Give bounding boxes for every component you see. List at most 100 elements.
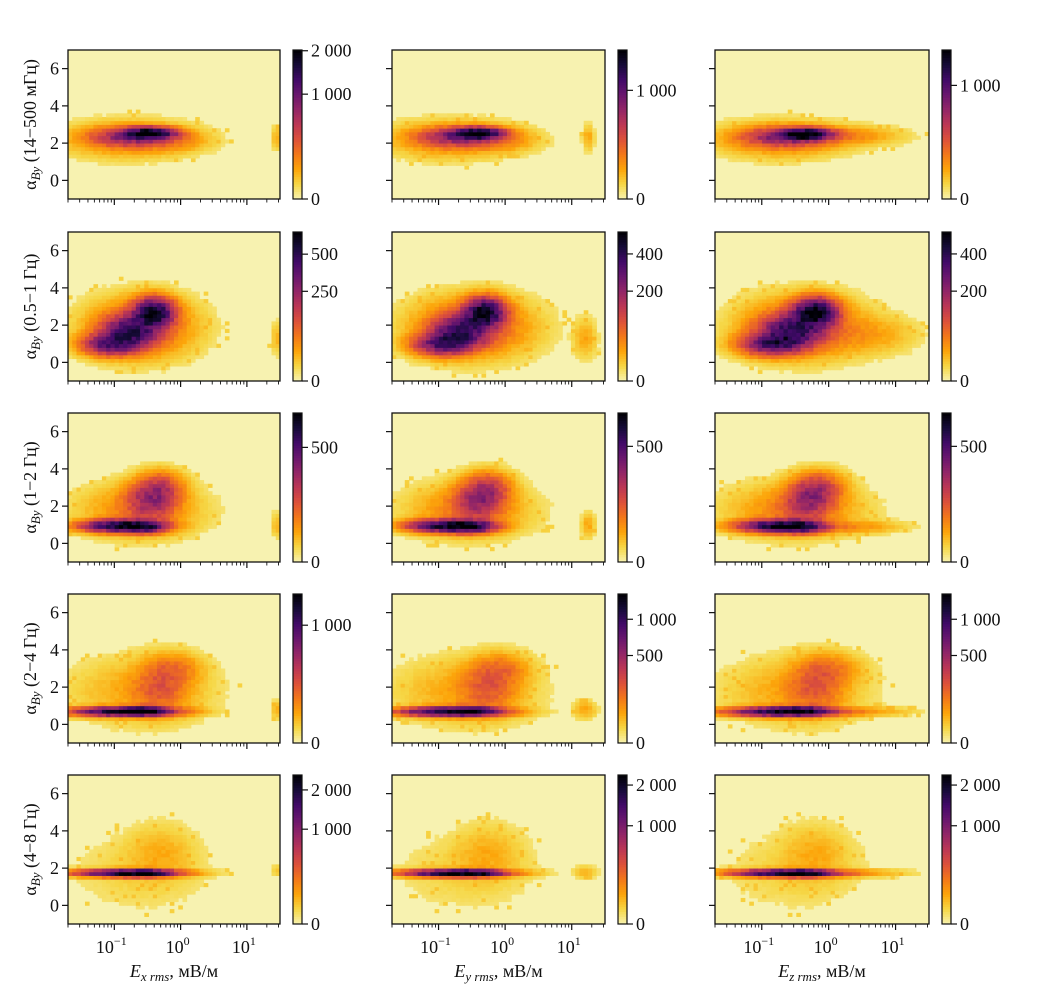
heatmap-cell — [804, 302, 810, 307]
heatmap-cell — [97, 480, 103, 485]
heatmap-cell — [817, 299, 823, 304]
colorbar-segment — [618, 94, 627, 98]
heatmap-cell — [455, 135, 461, 140]
colorbar-segment — [293, 239, 302, 243]
heatmap-cell — [110, 128, 116, 133]
heatmap-cell — [744, 362, 750, 367]
heatmap-cell — [169, 328, 175, 333]
heatmap-cell — [507, 340, 512, 345]
heatmap-cell — [869, 358, 874, 363]
colorbar-segment — [293, 254, 302, 258]
heatmap-cell — [101, 139, 107, 144]
heatmap-cell — [131, 480, 137, 485]
heatmap-cell — [190, 150, 196, 155]
colorbar-segment — [293, 189, 302, 192]
heatmap-cell — [579, 336, 585, 341]
heatmap-cell — [72, 313, 77, 319]
heatmap-cell — [68, 120, 73, 125]
heatmap-cell — [123, 328, 128, 333]
heatmap-cell — [485, 366, 491, 371]
heatmap-cell — [757, 369, 763, 374]
heatmap-cell — [271, 347, 277, 352]
heatmap-cell — [489, 128, 495, 133]
colorbar-segment — [293, 59, 302, 63]
heatmap-cell — [106, 120, 111, 125]
heatmap-cell — [528, 306, 533, 311]
colorbar-segment — [618, 169, 627, 173]
heatmap-cell — [190, 306, 196, 311]
heatmap-cell — [792, 362, 797, 367]
heatmap-cell — [118, 543, 124, 548]
heatmap-cell — [873, 336, 879, 341]
heatmap-cell — [809, 325, 814, 330]
heatmap-cell — [161, 124, 166, 129]
heatmap-cell — [817, 328, 823, 333]
colorbar-segment — [942, 269, 951, 273]
heatmap-cell — [727, 351, 733, 356]
y-tick-label: 4 — [50, 96, 59, 116]
heatmap-cell — [97, 513, 103, 518]
heatmap-cell — [68, 154, 73, 159]
heatmap-cell — [417, 291, 423, 296]
heatmap-cell — [822, 291, 827, 296]
heatmap-cell — [417, 295, 423, 300]
heatmap-cell — [843, 302, 849, 307]
heatmap-cell — [396, 117, 401, 122]
heatmap-cell — [809, 310, 814, 315]
heatmap-cell — [822, 158, 827, 163]
heatmap-cell — [485, 295, 491, 300]
heatmap-cell — [869, 131, 874, 137]
heatmap-cell — [123, 291, 128, 296]
heatmap-cell — [131, 543, 137, 548]
colorbar-segment — [618, 134, 627, 138]
heatmap-cell — [93, 291, 99, 296]
heatmap-cell — [873, 299, 879, 304]
heatmap-cell — [131, 354, 137, 360]
heatmap-cell — [80, 299, 86, 304]
heatmap-cell — [80, 343, 86, 348]
colorbar-segment — [618, 99, 627, 103]
heatmap-cell — [792, 325, 797, 330]
heatmap-cell — [489, 328, 495, 333]
heatmap-cell — [438, 284, 444, 289]
heatmap-cell — [123, 347, 128, 352]
heatmap-cell — [123, 306, 128, 311]
heatmap-cell — [89, 340, 94, 345]
heatmap-cell — [106, 113, 111, 118]
heatmap-cell — [732, 146, 737, 151]
heatmap-cell — [161, 284, 166, 289]
heatmap-cell — [161, 358, 166, 363]
heatmap-cell — [796, 287, 801, 293]
heatmap-cell — [409, 146, 414, 151]
heatmap-cell — [182, 362, 188, 367]
heatmap-cell — [817, 280, 823, 285]
heatmap-cell — [396, 135, 401, 140]
label-symbol: α — [20, 349, 40, 359]
heatmap-cell — [732, 120, 737, 125]
heatmap-cell — [434, 291, 440, 296]
heatmap-cell — [468, 161, 474, 166]
heatmap-cell — [511, 124, 516, 129]
heatmap-cell — [532, 358, 538, 363]
colorbar-segment — [942, 294, 951, 297]
heatmap-cell — [118, 135, 124, 140]
heatmap-cell — [792, 358, 797, 363]
heatmap-cell — [485, 117, 491, 122]
heatmap-cell — [455, 295, 461, 300]
heatmap-cell — [186, 340, 192, 345]
heatmap-cell — [123, 521, 128, 526]
heatmap-cell — [106, 295, 111, 300]
heatmap-cell — [203, 336, 209, 341]
heatmap-cell — [779, 332, 784, 337]
colorbar-segment — [618, 194, 627, 197]
heatmap-cell — [783, 131, 789, 137]
heatmap-cell — [502, 313, 508, 319]
heatmap-cell — [443, 291, 448, 296]
heatmap-cell — [507, 139, 512, 144]
heatmap-cell — [447, 310, 453, 315]
heatmap-cell — [515, 325, 521, 330]
colorbar-segment — [618, 254, 627, 258]
heatmap-cell — [123, 539, 128, 544]
heatmap-cell — [203, 343, 209, 348]
colorbar-tick-label: 400 — [960, 244, 987, 264]
